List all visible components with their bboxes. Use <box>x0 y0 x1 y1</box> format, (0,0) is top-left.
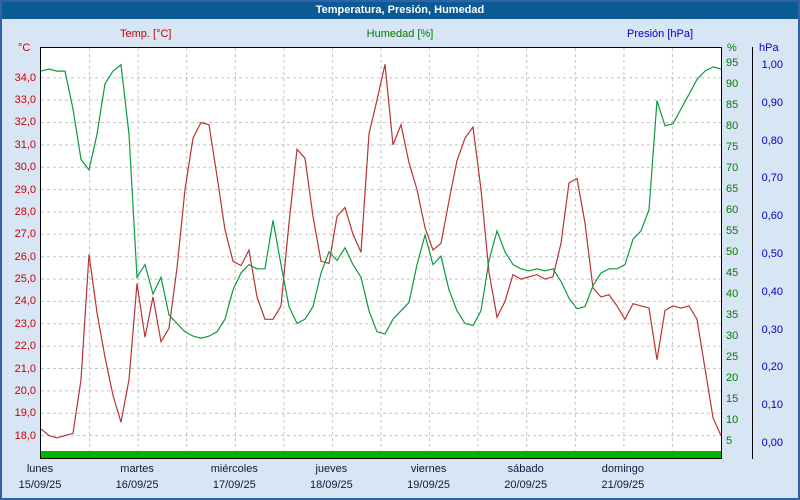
plot-area <box>40 47 722 459</box>
day-date-label: 21/09/25 <box>601 479 645 491</box>
temp-tick-label: 29,0 <box>14 184 36 196</box>
humidity-axis-unit: % <box>727 42 737 54</box>
humidity-tick-label: 35 <box>726 309 739 321</box>
pressure-tick-label: 0,70 <box>761 172 783 184</box>
day-date-label: 16/09/25 <box>115 479 159 491</box>
temp-tick-label: 25,0 <box>14 273 36 285</box>
humidity-tick-label: 20 <box>726 372 739 384</box>
day-name-label: jueves <box>315 463 348 475</box>
day-name-label: domingo <box>601 463 644 475</box>
x-axis-dates: 15/09/25 16/09/25 17/09/25 18/09/25 19/09/25… <box>19 479 720 493</box>
day-date-label: 15/09/25 <box>18 479 62 491</box>
pressure-tick-label: 0,50 <box>761 248 783 260</box>
day-date-label: 18/09/25 <box>309 479 353 491</box>
day-name-label: miércoles <box>210 463 258 475</box>
humidity-tick-label: 85 <box>726 99 739 111</box>
humidity-tick-label: 70 <box>726 162 739 174</box>
pressure-tick-label: 1,00 <box>761 59 783 71</box>
humidity-tick-label: 65 <box>726 183 739 195</box>
temp-series-line <box>41 64 721 439</box>
humidity-tick-label: 95 <box>726 57 739 69</box>
humidity-tick-label: 55 <box>726 225 739 237</box>
day-date-label: 17/09/25 <box>212 479 256 491</box>
temp-tick-label: 24,0 <box>14 295 36 307</box>
plot-svg <box>41 48 721 458</box>
temp-tick-label: 26,0 <box>14 251 36 263</box>
pressure-axis-unit: hPa <box>759 42 779 54</box>
temp-tick-label: 20,0 <box>14 385 36 397</box>
pressure-tick-label: 0,90 <box>761 97 783 109</box>
day-name-label: sábado <box>507 463 544 475</box>
bottom-band <box>41 451 721 458</box>
humidity-axis: 95 90 85 80 75 70 65 60 55 50 45 40 35 30 25 20 15 10 5 <box>724 48 750 468</box>
humidity-series-line <box>41 63 721 339</box>
humidity-tick-label: 80 <box>726 120 739 132</box>
humidity-tick-label: 75 <box>726 141 739 153</box>
title-bar: Temperatura, Presión, Humedad <box>2 2 798 19</box>
pressure-tick-label: 0,40 <box>761 286 783 298</box>
legend-temp-label: Temp. [°C] <box>120 28 172 40</box>
day-name-label: viernes <box>410 463 447 475</box>
x-axis-day-names: lunes martes miércoles jueves viernes sábado d… <box>27 463 720 477</box>
window-title: Temperatura, Presión, Humedad <box>315 4 485 16</box>
day-date-label: 20/09/25 <box>504 479 548 491</box>
temp-axis-unit: °C <box>18 42 31 54</box>
temp-tick-label: 33,0 <box>14 94 36 106</box>
temp-tick-label: 31,0 <box>14 139 36 151</box>
pressure-axis-line <box>752 47 753 459</box>
legend-pressure-label: Presión [hPa] <box>627 28 694 40</box>
humidity-tick-label: 30 <box>726 330 739 342</box>
pressure-tick-label: 0,60 <box>761 210 783 222</box>
humidity-tick-label: 40 <box>726 288 739 300</box>
day-name-label: martes <box>120 463 154 475</box>
day-date-label: 19/09/25 <box>407 479 451 491</box>
temp-tick-label: 21,0 <box>14 363 36 375</box>
temp-tick-label: 34,0 <box>14 72 36 84</box>
temp-tick-label: 22,0 <box>14 340 36 352</box>
day-name-label: lunes <box>26 463 54 475</box>
humidity-tick-label: 5 <box>726 435 733 447</box>
humidity-tick-label: 60 <box>726 204 739 216</box>
humidity-tick-label: 25 <box>726 351 739 363</box>
pressure-tick-label: 0,10 <box>761 399 783 411</box>
humidity-tick-label: 45 <box>726 267 739 279</box>
temp-tick-label: 32,0 <box>14 116 36 128</box>
temp-tick-label: 19,0 <box>14 407 36 419</box>
temp-tick-label: 30,0 <box>14 161 36 173</box>
pressure-tick-label: 0,30 <box>761 324 783 336</box>
pressure-tick-label: 0,00 <box>761 437 783 449</box>
temp-tick-label: 28,0 <box>14 206 36 218</box>
humidity-tick-label: 50 <box>726 246 739 258</box>
legend-humidity-label: Humedad [%] <box>366 28 434 40</box>
humidity-tick-label: 15 <box>726 393 739 405</box>
temp-tick-label: 23,0 <box>14 318 36 330</box>
temp-tick-label: 18,0 <box>14 430 36 442</box>
humidity-tick-label: 90 <box>726 78 739 90</box>
pressure-tick-label: 0,80 <box>761 135 783 147</box>
humidity-tick-label: 10 <box>726 414 739 426</box>
pressure-axis: 1,00 0,90 0,80 0,70 0,60 0,50 0,40 0,30 0,20 0,10… <box>754 48 785 468</box>
pressure-tick-label: 0,20 <box>761 361 783 373</box>
temp-axis: 34,0 33,0 32,0 31,0 30,0 29,0 28,0 27,0 26,0 25,0… <box>2 48 38 468</box>
temp-tick-label: 27,0 <box>14 228 36 240</box>
